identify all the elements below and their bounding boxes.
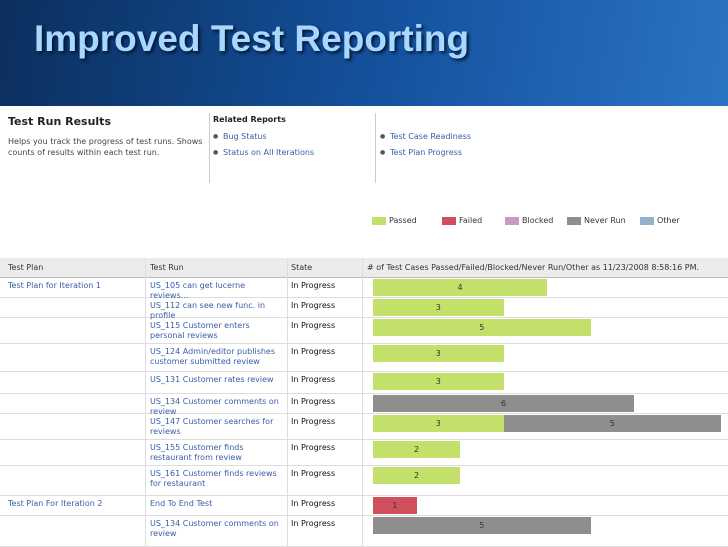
bar-segment (373, 345, 504, 362)
bar-label: 3 (435, 349, 441, 358)
row-separator (0, 495, 728, 496)
slide-title: Improved Test Reporting (34, 18, 470, 59)
test-run[interactable]: US_134 Customer comments on review (150, 397, 279, 416)
bar-label: 2 (413, 445, 420, 454)
bar-segment (373, 415, 504, 432)
related-link[interactable]: Bug Status (213, 132, 267, 141)
bar-segment (373, 279, 547, 296)
test-run[interactable]: US_115 Customer enters personal reviews (150, 321, 250, 340)
bar-segment (373, 299, 504, 316)
report-title: Test Run Results (8, 115, 111, 128)
bar-label: 5 (609, 419, 615, 428)
legend-swatch (372, 217, 386, 225)
bar-segment (373, 497, 417, 514)
state: In Progress (291, 301, 336, 310)
bar-label: 2 (413, 471, 420, 480)
column-separator (362, 258, 363, 546)
legend-swatch (442, 217, 456, 225)
row-separator (0, 317, 728, 318)
report-description: Helps you track the progress of test run… (8, 137, 203, 157)
legend-label: Blocked (522, 216, 554, 225)
row-separator (0, 465, 728, 466)
row-separator (0, 371, 728, 372)
bar-segment (503, 415, 721, 432)
test-run[interactable]: US_134 Customer comments on review (150, 519, 279, 538)
bar-segment (373, 395, 634, 412)
column-separator (145, 258, 146, 546)
state: In Progress (291, 281, 336, 290)
test-run[interactable]: US_105 can get lucerne reviews... (150, 281, 246, 300)
bar-label: 3 (435, 303, 441, 312)
legend-label: Other (657, 216, 680, 225)
column-separator (287, 258, 288, 546)
bar-label: 6 (500, 399, 507, 408)
row-separator (0, 439, 728, 440)
bar-segment (373, 441, 460, 458)
related-link[interactable]: Test Case Readiness (380, 132, 471, 141)
bar-segment (373, 319, 591, 336)
test-run[interactable]: US_161 Customer finds reviews for restau… (150, 469, 277, 488)
state: In Progress (291, 443, 336, 452)
test-run[interactable]: End To End Test (150, 499, 213, 508)
test-run[interactable]: US_131 Customer rates review (150, 375, 274, 384)
test-run[interactable]: US_112 can see new func. in profile (150, 301, 266, 320)
column-header: State (291, 263, 313, 272)
column-header: Test Plan (8, 263, 44, 272)
bar-segment (373, 373, 504, 390)
test-run[interactable]: US_147 Customer searches for reviews (150, 417, 274, 436)
bar-label: 3 (435, 419, 441, 428)
related-link[interactable]: Test Plan Progress (380, 148, 462, 157)
separator (209, 113, 210, 183)
row-separator (0, 297, 728, 298)
related-heading: Related Reports (213, 115, 286, 124)
bar-segment (373, 467, 460, 484)
row-separator (0, 393, 728, 394)
row-separator (0, 413, 728, 414)
related-link[interactable]: Status on All Iterations (213, 148, 314, 157)
state: In Progress (291, 499, 336, 508)
legend-label: Passed (389, 216, 417, 225)
bar-label: 5 (479, 521, 485, 530)
column-header: # of Test Cases Passed/Failed/Blocked/Ne… (367, 263, 700, 272)
test-run[interactable]: US_124 Admin/editor publishes customer s… (150, 347, 276, 366)
state: In Progress (291, 519, 336, 528)
state: In Progress (291, 347, 336, 356)
bar-label: 4 (457, 283, 463, 292)
legend-swatch (567, 217, 581, 225)
legend-label: Failed (459, 216, 483, 225)
legend-label: Never Run (584, 216, 626, 225)
state: In Progress (291, 417, 336, 426)
row-separator (0, 343, 728, 344)
test-plan[interactable]: Test Plan for Iteration 1 (8, 281, 101, 290)
row-separator (0, 515, 728, 516)
state: In Progress (291, 375, 336, 384)
separator (375, 113, 376, 183)
state: In Progress (291, 321, 336, 330)
bar-label: 3 (435, 377, 441, 386)
bar-segment (373, 517, 591, 534)
banner (0, 0, 728, 106)
test-plan[interactable]: Test Plan For Iteration 2 (8, 499, 103, 508)
test-run[interactable]: US_155 Customer finds restaurant from re… (150, 443, 244, 462)
column-header: Test Run (150, 263, 184, 272)
table-header (0, 258, 728, 278)
state: In Progress (291, 469, 336, 478)
legend-swatch (505, 217, 519, 225)
state: In Progress (291, 397, 336, 406)
bar-label: 1 (392, 501, 398, 510)
bar-label: 5 (479, 323, 485, 332)
legend-swatch (640, 217, 654, 225)
